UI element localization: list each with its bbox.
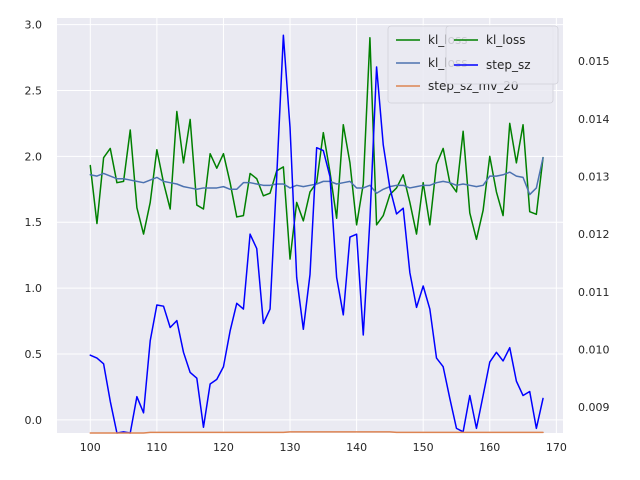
series-line-step-sz-mv-20 [89,431,544,434]
left-y-tick-label: 0.0 [25,414,43,427]
left-y-tick-label: 3.0 [25,19,43,32]
x-tick-label: 140 [346,441,367,454]
left-y-tick-label: 1.0 [25,282,43,295]
right-y-tick-label: 0.012 [578,228,610,241]
x-tick-label: 170 [546,441,567,454]
legend-label: kl_loss [486,33,525,47]
x-tick-label: 130 [280,441,301,454]
grid [57,18,563,433]
x-tick-label: 160 [479,441,500,454]
right-y-tick-label: 0.011 [578,286,610,299]
right-y-tick-label: 0.009 [578,401,610,414]
right-y-tick-label: 0.010 [578,343,610,356]
x-axis-ticks: 100 110 120 130 140 150 160 170 [80,441,567,454]
legend-label: step_sz [486,58,531,72]
left-y-tick-label: 2.5 [25,84,43,97]
right-y-axis-ticks: 0.009 0.010 0.011 0.012 0.013 0.014 0.015 [578,55,610,414]
series-line-step-sz [89,34,544,434]
left-y-tick-label: 0.5 [25,348,43,361]
series-lines [89,34,544,434]
legends: kl_losskl_lossstep_sz_mv_20kl_lossstep_s… [387,25,559,104]
right-y-tick-label: 0.015 [578,55,610,68]
right-y-tick-label: 0.014 [578,113,610,126]
legend-box: kl_loss step_sz [445,25,559,85]
x-tick-label: 120 [213,441,234,454]
series-line-kl-loss [89,156,544,196]
left-y-tick-label: 1.5 [25,216,43,229]
series-line-kl-loss [89,37,544,260]
x-tick-label: 110 [146,441,167,454]
left-y-tick-label: 2.0 [25,150,43,163]
x-tick-label: 100 [80,441,101,454]
x-tick-label: 150 [413,441,434,454]
right-y-tick-label: 0.013 [578,171,610,184]
left-y-axis-ticks: 0.0 0.5 1.0 1.5 2.0 2.5 3.0 [25,19,43,427]
